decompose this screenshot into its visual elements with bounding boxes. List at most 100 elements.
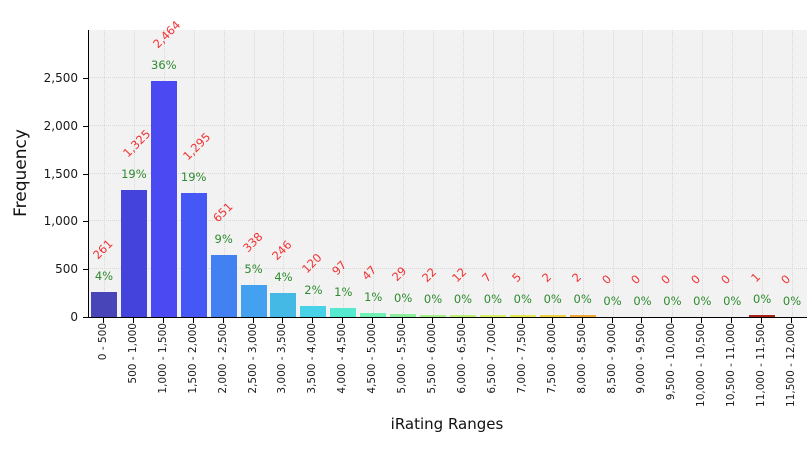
y-gridline bbox=[89, 124, 807, 126]
x-gridline bbox=[732, 30, 734, 317]
x-tick-mark bbox=[761, 318, 763, 323]
x-tick-label: 9,500 - 10,000 bbox=[665, 323, 678, 401]
bar bbox=[90, 292, 117, 317]
bar bbox=[120, 190, 147, 317]
x-tick-label: 10,500 - 11,000 bbox=[725, 323, 738, 407]
y-tick-mark bbox=[83, 221, 88, 223]
x-gridline bbox=[283, 30, 285, 317]
x-tick-label: 11,500 - 12,000 bbox=[785, 323, 798, 407]
x-gridline bbox=[103, 30, 105, 317]
x-tick-label: 8,500 - 9,000 bbox=[605, 323, 618, 394]
x-tick-label: 1,000 - 1,500 bbox=[156, 323, 169, 394]
bar-value-label: 7 bbox=[478, 269, 495, 285]
x-gridline bbox=[313, 30, 315, 317]
bar-value-label: 5 bbox=[508, 269, 524, 285]
x-gridline bbox=[642, 30, 644, 317]
x-gridline bbox=[223, 30, 225, 317]
bar-percent-label: 19% bbox=[121, 167, 147, 182]
bar-percent-label: 4% bbox=[274, 270, 293, 285]
x-gridline bbox=[702, 30, 704, 317]
plot-area: 4% 261 19% 1,325 36% 2,464 19% 1,295 9% 651 5% 338 4… bbox=[88, 18, 807, 318]
y-tick-label: 500 bbox=[55, 262, 78, 277]
bar-value-label: 2 bbox=[568, 269, 584, 285]
bar-value-label: 0 bbox=[688, 271, 704, 287]
bar-percent-label: 1% bbox=[334, 284, 353, 299]
bar-percent-label: 36% bbox=[151, 58, 177, 73]
x-tick-mark bbox=[581, 318, 583, 323]
bar-percent-label: 0% bbox=[573, 291, 592, 306]
bar-value-label: 97 bbox=[329, 257, 350, 278]
bar bbox=[539, 314, 566, 317]
bar bbox=[240, 284, 267, 317]
x-tick-label: 5,000 - 5,500 bbox=[396, 323, 409, 394]
x-tick-mark bbox=[192, 318, 194, 323]
y-gridline bbox=[89, 172, 807, 174]
x-tick-label: 500 - 1,000 bbox=[126, 323, 139, 384]
bar bbox=[749, 314, 776, 317]
x-tick-label: 0 - 500 bbox=[96, 323, 109, 361]
x-tick-label: 1,500 - 2,000 bbox=[186, 323, 199, 394]
x-tick-label: 4,000 - 4,500 bbox=[336, 323, 349, 394]
bar-percent-label: 0% bbox=[663, 294, 682, 308]
x-tick-label: 2,000 - 2,500 bbox=[216, 323, 229, 394]
x-tick-mark bbox=[282, 318, 284, 323]
y-tick-mark bbox=[83, 173, 88, 175]
bar-percent-label: 5% bbox=[244, 261, 263, 276]
bar-value-label: 120 bbox=[299, 250, 325, 276]
bar-value-label: 261 bbox=[90, 236, 116, 263]
bar-percent-label: 4% bbox=[94, 269, 114, 284]
y-tick-label: 1,000 bbox=[43, 214, 78, 229]
bar-percent-label: 0% bbox=[423, 291, 443, 306]
x-tick-label: 9,000 - 9,500 bbox=[635, 323, 648, 394]
bar-percent-label: 0% bbox=[483, 291, 502, 306]
x-tick-label: 3,000 - 3,500 bbox=[276, 323, 289, 394]
x-tick-mark bbox=[222, 318, 224, 323]
bar-value-label: 246 bbox=[269, 238, 295, 264]
x-tick-mark bbox=[731, 318, 733, 323]
y-gridline bbox=[89, 220, 807, 222]
x-gridline bbox=[133, 30, 135, 317]
bar-percent-label: 0% bbox=[543, 291, 562, 306]
y-tick-mark bbox=[83, 269, 88, 271]
x-gridline bbox=[462, 30, 464, 317]
bar-value-label: 2 bbox=[538, 269, 554, 285]
y-gridline bbox=[89, 268, 807, 270]
x-tick-label: 5,500 - 6,000 bbox=[426, 323, 439, 394]
bar-value-label: 2,464 bbox=[149, 18, 184, 52]
bar-value-label: 338 bbox=[239, 229, 266, 255]
x-tick-label: 6,000 - 6,500 bbox=[455, 323, 468, 394]
x-gridline bbox=[582, 30, 584, 317]
bar-percent-label: 0% bbox=[723, 294, 742, 308]
bar-value-label: 0 bbox=[778, 271, 794, 287]
x-tick-label: 3,500 - 4,000 bbox=[306, 323, 319, 394]
x-tick-label: 7,000 - 7,500 bbox=[515, 323, 528, 394]
bar-value-label: 29 bbox=[389, 263, 410, 285]
x-tick-mark bbox=[132, 318, 134, 323]
x-gridline bbox=[552, 30, 554, 317]
bar-value-label: 0 bbox=[658, 271, 674, 287]
x-gridline bbox=[792, 30, 794, 317]
y-gridline bbox=[89, 76, 807, 78]
bar-percent-label: 0% bbox=[693, 294, 712, 308]
x-tick-mark bbox=[372, 318, 374, 323]
bar-percent-label: 0% bbox=[633, 294, 652, 308]
bar bbox=[300, 305, 327, 317]
bar bbox=[449, 314, 476, 317]
bar-value-label: 0 bbox=[628, 271, 644, 287]
bar-value-label: 47 bbox=[359, 262, 380, 283]
bar bbox=[420, 314, 447, 317]
bar bbox=[569, 314, 596, 317]
x-gridline bbox=[403, 30, 405, 317]
x-gridline bbox=[433, 30, 435, 317]
y-tick-label: 1,500 bbox=[43, 166, 78, 181]
x-gridline bbox=[253, 30, 255, 317]
y-tick-label: 0 bbox=[70, 310, 78, 324]
bar-percent-label: 0% bbox=[753, 291, 772, 306]
bar-value-label: 1 bbox=[748, 269, 764, 285]
x-tick-mark bbox=[491, 318, 493, 323]
x-gridline bbox=[522, 30, 524, 317]
x-tick-mark bbox=[701, 318, 703, 323]
x-tick-mark bbox=[102, 318, 104, 323]
x-tick-label: 8,000 - 8,500 bbox=[575, 323, 588, 394]
